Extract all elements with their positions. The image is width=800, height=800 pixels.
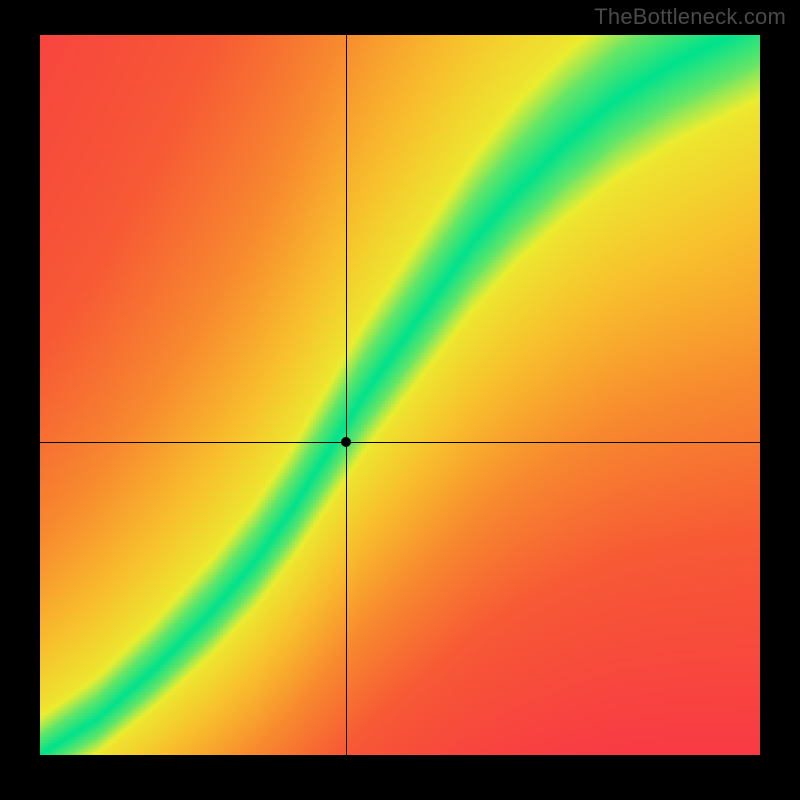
data-point-marker <box>341 437 351 447</box>
heatmap-canvas <box>40 35 760 755</box>
crosshair-horizontal <box>40 442 760 443</box>
watermark-text: TheBottleneck.com <box>594 4 786 30</box>
crosshair-vertical <box>346 35 347 755</box>
heatmap-plot <box>40 35 760 755</box>
